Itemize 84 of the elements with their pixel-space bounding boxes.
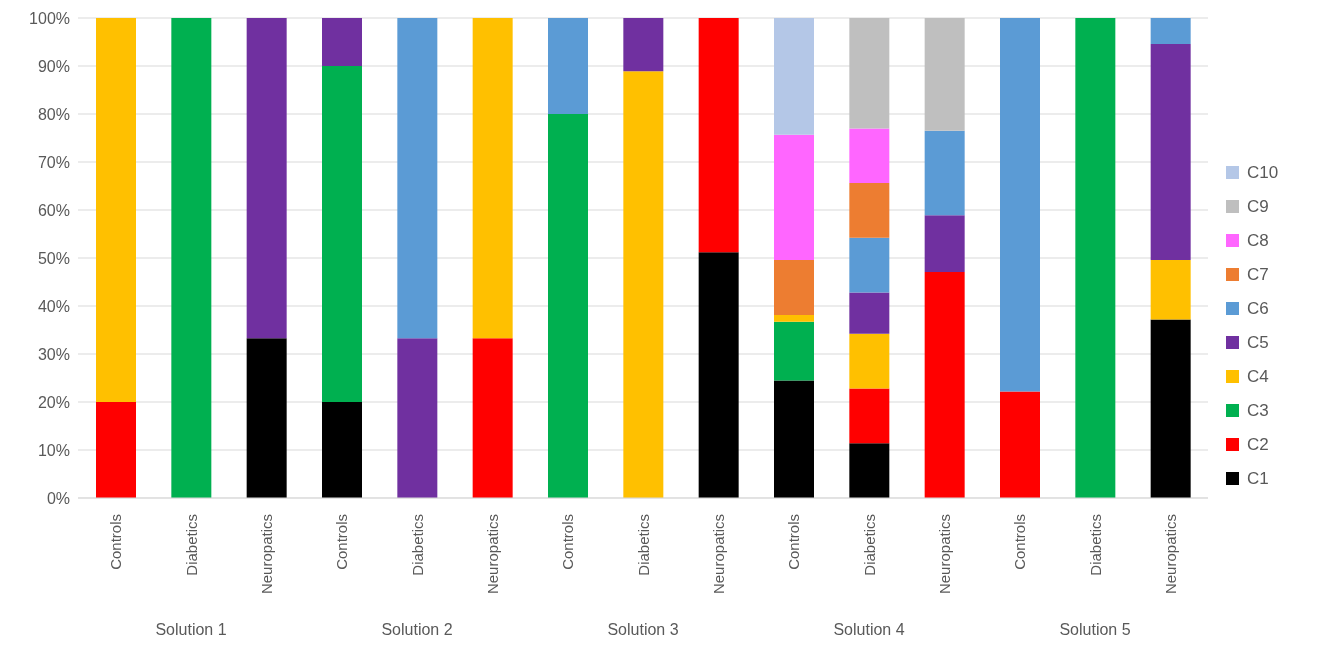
bar [472, 18, 513, 339]
y-tick-label: 40% [37, 297, 70, 315]
legend-label: C4 [1247, 366, 1269, 387]
bar [322, 66, 362, 402]
legend-label: C8 [1247, 230, 1269, 251]
x-tick-label: Neuropatics [935, 514, 953, 595]
bar [774, 321, 814, 381]
bar [171, 18, 212, 498]
bar [849, 333, 890, 389]
x-tick-label: Neuropatics [709, 514, 727, 595]
bar [849, 388, 890, 444]
bar [774, 18, 814, 135]
bar [774, 315, 814, 322]
bar [472, 338, 513, 498]
bar [623, 18, 664, 72]
bar [849, 183, 890, 238]
bar [322, 18, 362, 66]
x-tick-label: Diabetics [1086, 514, 1104, 576]
bar [548, 18, 588, 114]
bar [246, 18, 287, 339]
y-tick-label: 100% [29, 9, 70, 27]
bar [849, 443, 890, 498]
y-tick-label: 20% [37, 393, 70, 411]
bar [322, 402, 362, 498]
legend-label: C1 [1247, 468, 1269, 489]
bar [246, 338, 287, 498]
bar [774, 134, 814, 260]
y-tick-label: 60% [37, 201, 70, 219]
bar [849, 18, 890, 129]
bar [1150, 259, 1191, 320]
bar [698, 252, 739, 498]
bar [849, 292, 890, 334]
x-tick-label: Controls [107, 514, 125, 570]
x-tick-label: Neuropatics [483, 514, 501, 595]
bar [623, 71, 664, 498]
bar [397, 338, 438, 498]
y-tick-label: 80% [37, 105, 70, 123]
y-tick-label: 0% [46, 489, 70, 507]
y-tick-label: 30% [37, 345, 70, 363]
x-tick-label: Controls [559, 514, 577, 570]
x-tick-label: Controls [1011, 514, 1029, 570]
x-tick-label: Controls [785, 514, 803, 570]
bar [849, 128, 890, 184]
bar [924, 18, 965, 131]
bar [1000, 18, 1040, 392]
bar [96, 18, 136, 402]
x-tick-label: Diabetics [634, 514, 652, 576]
y-tick-label: 70% [37, 153, 70, 171]
x-tick-label: Diabetics [860, 514, 878, 576]
text: Solution 1 [154, 621, 228, 639]
legend-label: C6 [1247, 298, 1269, 319]
bar [774, 259, 814, 316]
bar [96, 402, 136, 498]
text: Solution 4 [832, 621, 906, 639]
text: Solution 3 [606, 621, 680, 639]
bar [1075, 18, 1116, 498]
bar [1150, 43, 1191, 260]
bar [1000, 391, 1040, 498]
legend-label: C3 [1247, 400, 1269, 421]
bar [548, 114, 588, 498]
text: Solution 2 [380, 621, 454, 639]
y-tick-label: 10% [37, 441, 70, 459]
x-tick-label: Neuropatics [257, 514, 275, 595]
x-tick-label: Diabetics [182, 514, 200, 576]
bar [397, 18, 438, 339]
bar [698, 18, 739, 253]
legend-label: C9 [1247, 196, 1269, 217]
x-tick-label: Neuropatics [1161, 514, 1179, 595]
bar [924, 271, 965, 498]
bar [1150, 18, 1191, 44]
bar [774, 380, 814, 498]
y-tick-label: 90% [37, 57, 70, 75]
legend-label: C2 [1247, 434, 1269, 455]
bar [849, 237, 890, 293]
x-tick-label: Diabetics [408, 514, 426, 576]
bar [1150, 319, 1191, 498]
legend-label: C7 [1247, 264, 1269, 285]
y-tick-label: 50% [37, 249, 70, 267]
text: Solution 5 [1058, 621, 1132, 639]
legend-label: C5 [1247, 332, 1269, 353]
bar [924, 215, 965, 272]
x-tick-label: Controls [333, 514, 351, 570]
legend-label: C10 [1247, 162, 1279, 183]
bar [924, 130, 965, 216]
